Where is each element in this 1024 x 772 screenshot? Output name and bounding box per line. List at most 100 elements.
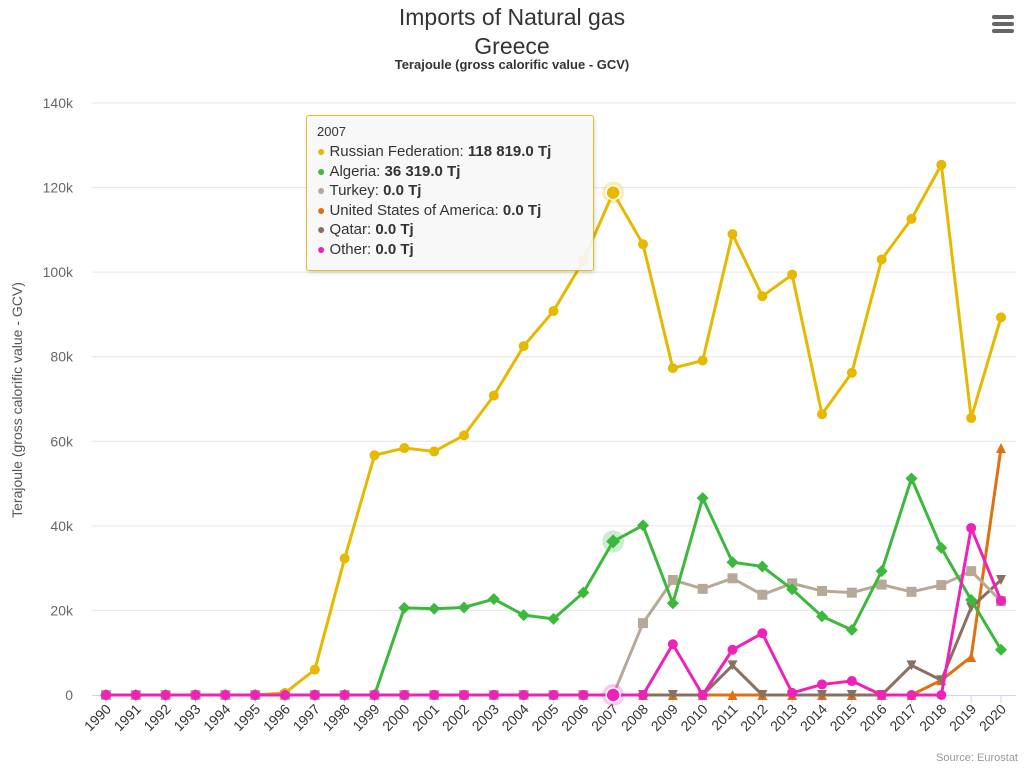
data-point xyxy=(160,690,171,700)
data-point xyxy=(876,690,887,700)
data-point xyxy=(577,586,590,599)
tooltip-row: ● Qatar: 0.0 Tj xyxy=(317,220,583,240)
series-line xyxy=(104,476,1003,697)
tooltip-row: ● United States of America: 0.0 Tj xyxy=(317,201,583,221)
y-tick-label: 140k xyxy=(43,95,74,111)
data-point xyxy=(488,690,499,700)
y-tick-label: 120k xyxy=(43,180,74,196)
x-tick-label: 2001 xyxy=(409,701,442,734)
data-point xyxy=(548,690,559,700)
y-tick-label: 100k xyxy=(43,264,74,280)
data-point xyxy=(876,579,887,590)
tooltip-series-label: Qatar: xyxy=(329,221,376,238)
data-point xyxy=(817,585,827,596)
data-point xyxy=(458,601,470,614)
x-tick-label: 2008 xyxy=(618,701,651,734)
data-point xyxy=(190,690,201,700)
data-point xyxy=(905,472,918,485)
x-tick-label: 2011 xyxy=(708,701,741,734)
plot-area[interactable] xyxy=(100,159,1007,706)
tooltip-series-label: United States of America: xyxy=(329,201,503,219)
source-credit: Source: Eurostat xyxy=(936,752,1018,764)
data-point xyxy=(757,690,768,700)
x-axis: 1990199119921993199419951996199719981999… xyxy=(81,695,1016,734)
data-point xyxy=(817,679,827,690)
x-tick-label: 2005 xyxy=(528,701,561,734)
data-point xyxy=(518,341,529,352)
data-point xyxy=(606,534,621,549)
tooltip-series-label: Other: xyxy=(329,240,376,258)
tooltip-row: ● Turkey: 0.0 Tj xyxy=(317,181,583,201)
data-point xyxy=(727,690,738,700)
data-point xyxy=(875,565,888,578)
x-tick-label: 1990 xyxy=(81,701,114,734)
data-point xyxy=(429,690,440,700)
data-point xyxy=(876,254,887,265)
series-line xyxy=(104,569,1003,697)
data-point xyxy=(518,690,529,700)
data-point xyxy=(428,602,441,615)
x-tick-label: 2012 xyxy=(737,701,770,734)
tooltip-series-value: 0.0 Tj xyxy=(383,182,422,199)
data-point xyxy=(727,660,738,671)
data-point xyxy=(399,690,410,700)
data-point xyxy=(398,601,411,614)
data-point xyxy=(996,443,1006,454)
data-point xyxy=(966,413,977,424)
data-point xyxy=(936,159,947,170)
x-tick-label: 2009 xyxy=(648,701,681,734)
data-point xyxy=(250,690,261,700)
data-point xyxy=(965,593,978,606)
data-point xyxy=(817,409,827,420)
series-color-dot-icon: ● xyxy=(317,240,326,257)
chart-unit-subtitle: Terajoule (gross calorific value - GCV) xyxy=(394,57,630,72)
x-tick-label: 2014 xyxy=(797,701,830,734)
data-point xyxy=(309,664,320,675)
data-point xyxy=(966,651,977,662)
x-tick-label: 2007 xyxy=(588,701,621,734)
data-point xyxy=(369,450,380,461)
data-point xyxy=(996,312,1006,323)
data-point xyxy=(130,690,141,700)
tooltip-series-value: 36 319.0 Tj xyxy=(384,162,461,180)
series-color-dot-icon: ● xyxy=(317,162,326,179)
series-line xyxy=(104,526,1003,697)
x-tick-label: 2013 xyxy=(767,701,800,734)
data-point xyxy=(906,690,917,700)
series-turkey xyxy=(101,566,1006,700)
data-point xyxy=(727,644,738,655)
data-point xyxy=(727,229,738,240)
y-tick-label: 80k xyxy=(50,349,74,365)
x-tick-label: 2000 xyxy=(379,701,412,734)
tooltip-series-label: Algeria: xyxy=(329,162,385,180)
series-line xyxy=(104,446,1003,697)
tooltip-row: ● Russian Federation: 118 819.0 Tj xyxy=(317,142,583,162)
data-point xyxy=(280,690,290,700)
tooltip-series-value: 0.0 Tj xyxy=(375,240,414,258)
data-point xyxy=(757,291,768,302)
tooltip-series-value: 118 819.0 Tj xyxy=(467,143,552,160)
data-point xyxy=(787,269,798,280)
data-point xyxy=(638,618,648,629)
data-point xyxy=(547,612,560,625)
data-point xyxy=(786,583,799,596)
data-point xyxy=(220,690,231,700)
data-point xyxy=(369,690,380,700)
data-point xyxy=(817,690,827,700)
data-point xyxy=(966,566,977,577)
data-point xyxy=(726,556,739,569)
data-point xyxy=(757,589,768,600)
tooltip-series-value: 0.0 Tj xyxy=(375,221,414,238)
data-point xyxy=(605,184,621,201)
x-tick-label: 2017 xyxy=(886,701,919,734)
y-tick-label: 20k xyxy=(50,602,74,618)
series-color-dot-icon: ● xyxy=(317,143,326,159)
x-tick-label: 2016 xyxy=(856,701,889,734)
tooltip-row: ● Other: 0.0 Tj xyxy=(317,240,583,260)
x-tick-label: 2019 xyxy=(946,701,979,734)
hamburger-menu-icon[interactable] xyxy=(986,10,1020,38)
series-color-dot-icon: ● xyxy=(317,201,326,218)
data-point xyxy=(906,213,917,224)
data-point xyxy=(697,583,708,594)
